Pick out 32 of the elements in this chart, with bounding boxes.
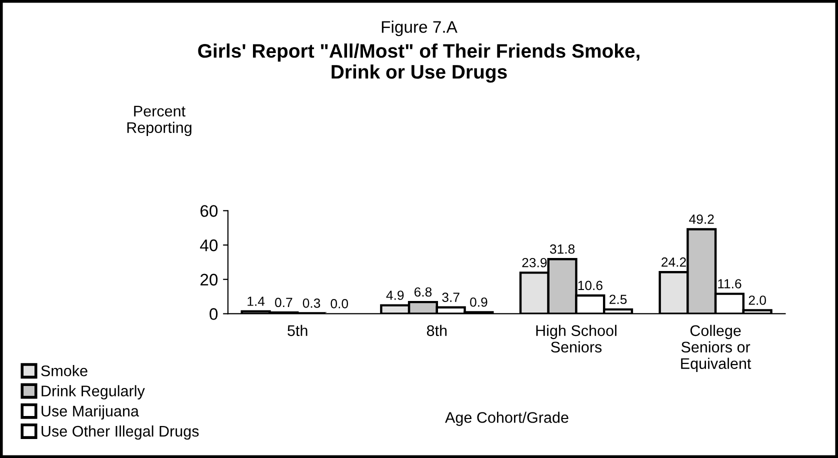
x-axis-title: Age Cohort/Grade (445, 412, 568, 426)
chart-title: Girls' Report "All/Most" of Their Friends Smoke, Drink or Use Drugs (198, 44, 640, 83)
legend-label: Use Marijuana (42, 405, 139, 420)
data-label: 0.0 (330, 299, 348, 308)
y-tick-label: 0 (210, 308, 218, 320)
legend-label: Use Other Illegal Drugs (42, 425, 199, 440)
data-label: 23.9 (522, 258, 547, 268)
data-label: 0.9 (470, 297, 488, 307)
chart-subtitle: Figure 7.A (382, 20, 458, 36)
data-label: 2.5 (610, 294, 627, 304)
data-label: 0.3 (302, 298, 320, 308)
data-label: 0.7 (275, 298, 292, 308)
data-label: 11.6 (718, 279, 742, 288)
data-label: 31.8 (550, 244, 575, 254)
x-tick-label: High School Seniors (536, 324, 616, 353)
data-label: 1.4 (248, 296, 265, 306)
data-label: 6.8 (414, 287, 432, 297)
y-tick-label: 40 (200, 239, 218, 252)
y-tick-label: 20 (200, 274, 218, 286)
y-axis-title: Percent Reporting (127, 106, 192, 136)
data-label: 24.2 (662, 257, 686, 267)
y-tick-label: 60 (200, 205, 218, 217)
data-label: 49.2 (689, 214, 714, 224)
data-label: 2.0 (748, 296, 766, 305)
data-label: 4.9 (386, 290, 404, 300)
data-label: 10.6 (578, 280, 602, 290)
x-tick-label: 8th (426, 324, 447, 336)
data-label: 3.7 (442, 292, 460, 302)
x-tick-label: 5th (288, 324, 308, 336)
x-tick-label: College Seniors or Equivalent (681, 324, 752, 372)
legend-label: Smoke (41, 365, 88, 376)
legend-label: Drink Regularly (42, 385, 145, 400)
